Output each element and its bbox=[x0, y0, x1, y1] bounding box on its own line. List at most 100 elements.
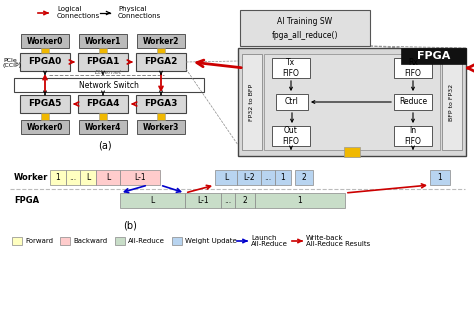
Text: FPGA5: FPGA5 bbox=[28, 100, 62, 108]
Text: AI Training SW: AI Training SW bbox=[277, 17, 333, 26]
Text: (a): (a) bbox=[98, 141, 112, 151]
Bar bbox=[235, 193, 255, 208]
Text: FPGA2: FPGA2 bbox=[144, 58, 178, 66]
Bar bbox=[41, 48, 49, 53]
Bar bbox=[442, 54, 462, 150]
Bar bbox=[238, 48, 466, 156]
Text: Worker0: Worker0 bbox=[27, 37, 63, 46]
Text: FPGA: FPGA bbox=[14, 196, 39, 205]
Text: Connections: Connections bbox=[118, 13, 161, 19]
Text: All-Reduce: All-Reduce bbox=[128, 238, 165, 244]
Text: ...: ... bbox=[264, 173, 272, 182]
Text: FPGA0: FPGA0 bbox=[28, 58, 62, 66]
Text: PCIe: PCIe bbox=[3, 58, 17, 63]
Bar bbox=[120, 170, 160, 185]
Bar bbox=[137, 120, 185, 134]
Bar bbox=[221, 193, 235, 208]
Bar bbox=[41, 113, 49, 120]
Bar bbox=[255, 193, 345, 208]
Bar bbox=[295, 170, 313, 185]
Text: (b): (b) bbox=[123, 220, 137, 230]
Bar bbox=[264, 54, 440, 150]
Bar bbox=[237, 170, 261, 185]
Text: L-1: L-1 bbox=[134, 173, 146, 182]
Bar bbox=[394, 94, 432, 110]
Text: fpga_all_reduce(): fpga_all_reduce() bbox=[272, 31, 338, 40]
Bar bbox=[276, 94, 308, 110]
Bar bbox=[261, 170, 275, 185]
Bar bbox=[157, 113, 165, 120]
Text: Network Switch: Network Switch bbox=[79, 81, 139, 89]
Bar bbox=[136, 53, 186, 71]
Bar bbox=[21, 34, 69, 48]
Bar bbox=[275, 170, 291, 185]
Bar bbox=[215, 170, 237, 185]
Bar bbox=[78, 53, 128, 71]
Text: Write-back: Write-back bbox=[306, 235, 344, 241]
Text: Logical: Logical bbox=[57, 6, 82, 12]
Bar bbox=[136, 95, 186, 113]
Text: Tx
FIFO: Tx FIFO bbox=[283, 58, 300, 78]
Text: Physical: Physical bbox=[118, 6, 146, 12]
Bar bbox=[157, 48, 165, 53]
Text: FPGA3: FPGA3 bbox=[144, 100, 178, 108]
Bar bbox=[12, 237, 22, 245]
Text: Ctrl: Ctrl bbox=[285, 98, 299, 106]
Bar bbox=[79, 34, 127, 48]
Text: L: L bbox=[106, 173, 110, 182]
Text: L: L bbox=[150, 196, 155, 205]
Text: Ethernet: Ethernet bbox=[95, 70, 123, 76]
Text: Worker: Worker bbox=[14, 173, 48, 182]
Bar bbox=[272, 126, 310, 146]
Text: L-1: L-1 bbox=[197, 196, 209, 205]
Text: In
FIFO: In FIFO bbox=[405, 126, 421, 146]
Bar bbox=[240, 10, 370, 46]
Text: ...: ... bbox=[69, 173, 77, 182]
Bar bbox=[401, 48, 466, 64]
Text: FPGA1: FPGA1 bbox=[86, 58, 120, 66]
Bar bbox=[394, 58, 432, 78]
Text: (CCIP): (CCIP) bbox=[3, 64, 22, 69]
Bar bbox=[99, 48, 107, 53]
Bar bbox=[60, 237, 70, 245]
Text: Worker3: Worker3 bbox=[143, 123, 179, 131]
Text: Weight Update: Weight Update bbox=[185, 238, 237, 244]
Text: 1: 1 bbox=[298, 196, 302, 205]
Text: Worker0: Worker0 bbox=[27, 123, 63, 131]
Bar bbox=[115, 237, 125, 245]
Text: Forward: Forward bbox=[25, 238, 53, 244]
Text: All-Reduce Results: All-Reduce Results bbox=[306, 241, 370, 247]
Text: 2: 2 bbox=[301, 173, 306, 182]
Text: FPGA: FPGA bbox=[417, 51, 450, 61]
Text: L-2: L-2 bbox=[243, 173, 255, 182]
Bar bbox=[20, 95, 70, 113]
Bar bbox=[344, 147, 360, 157]
Text: Out
FIFO: Out FIFO bbox=[283, 126, 300, 146]
Text: BFP to FP32: BFP to FP32 bbox=[449, 83, 455, 121]
Bar bbox=[79, 120, 127, 134]
Bar bbox=[394, 126, 432, 146]
Bar bbox=[242, 54, 262, 150]
Bar bbox=[137, 34, 185, 48]
Text: 1: 1 bbox=[281, 173, 285, 182]
Text: Worker2: Worker2 bbox=[143, 37, 179, 46]
Text: 2: 2 bbox=[243, 196, 247, 205]
Bar bbox=[96, 170, 120, 185]
Text: Worker4: Worker4 bbox=[85, 123, 121, 131]
Text: Worker1: Worker1 bbox=[85, 37, 121, 46]
Bar bbox=[430, 170, 450, 185]
Text: Rx
FIFO: Rx FIFO bbox=[405, 58, 421, 78]
Text: FP32 to BFP: FP32 to BFP bbox=[249, 83, 255, 121]
Bar bbox=[120, 193, 185, 208]
Text: Connections: Connections bbox=[57, 13, 100, 19]
Bar bbox=[172, 237, 182, 245]
Bar bbox=[99, 113, 107, 120]
Text: FPGA4: FPGA4 bbox=[86, 100, 120, 108]
Bar bbox=[78, 95, 128, 113]
Text: L: L bbox=[86, 173, 90, 182]
Bar bbox=[14, 78, 204, 92]
Bar bbox=[20, 53, 70, 71]
Text: 1: 1 bbox=[55, 173, 60, 182]
Text: All-Reduce: All-Reduce bbox=[251, 241, 288, 247]
Bar bbox=[21, 120, 69, 134]
